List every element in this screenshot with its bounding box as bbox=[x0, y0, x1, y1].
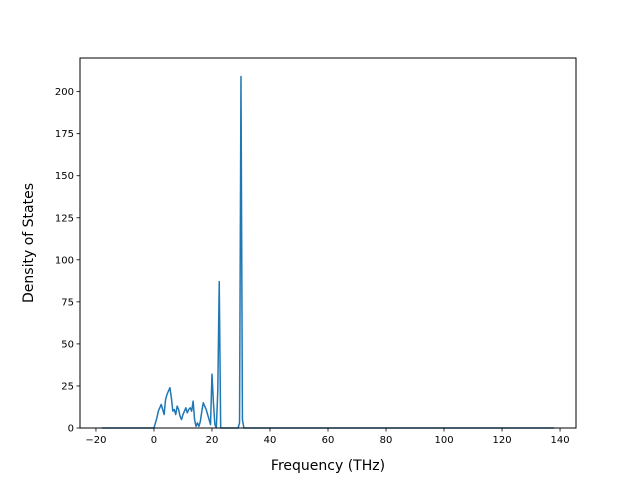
y-tick-label: 200 bbox=[55, 87, 74, 98]
x-axis: −20 0 20 40 60 80 100 120 140 bbox=[85, 428, 570, 446]
x-tick-label: 140 bbox=[550, 435, 569, 446]
y-axis: 0 25 50 75 100 125 150 175 200 bbox=[55, 87, 80, 435]
x-tick-label: 40 bbox=[264, 435, 277, 446]
y-tick-label: 125 bbox=[55, 213, 74, 224]
plot-area bbox=[101, 75, 555, 429]
y-axis-label: Density of States bbox=[21, 183, 37, 303]
y-tick-label: 175 bbox=[55, 129, 74, 140]
y-tick-label: 0 bbox=[68, 424, 74, 435]
x-axis-label: Frequency (THz) bbox=[271, 458, 385, 474]
x-tick-label: 80 bbox=[380, 435, 393, 446]
x-tick-label: 100 bbox=[434, 435, 453, 446]
x-tick-label: 0 bbox=[151, 435, 157, 446]
x-tick-label: 20 bbox=[206, 435, 219, 446]
x-tick-label: 60 bbox=[322, 435, 335, 446]
y-tick-label: 25 bbox=[61, 381, 74, 392]
y-tick-label: 100 bbox=[55, 255, 74, 266]
y-tick-label: 150 bbox=[55, 171, 74, 182]
y-tick-label: 75 bbox=[61, 297, 74, 308]
y-tick-label: 50 bbox=[61, 339, 74, 350]
x-tick-label: −20 bbox=[85, 435, 106, 446]
series-line-0 bbox=[101, 75, 555, 429]
x-tick-label: 120 bbox=[492, 435, 511, 446]
